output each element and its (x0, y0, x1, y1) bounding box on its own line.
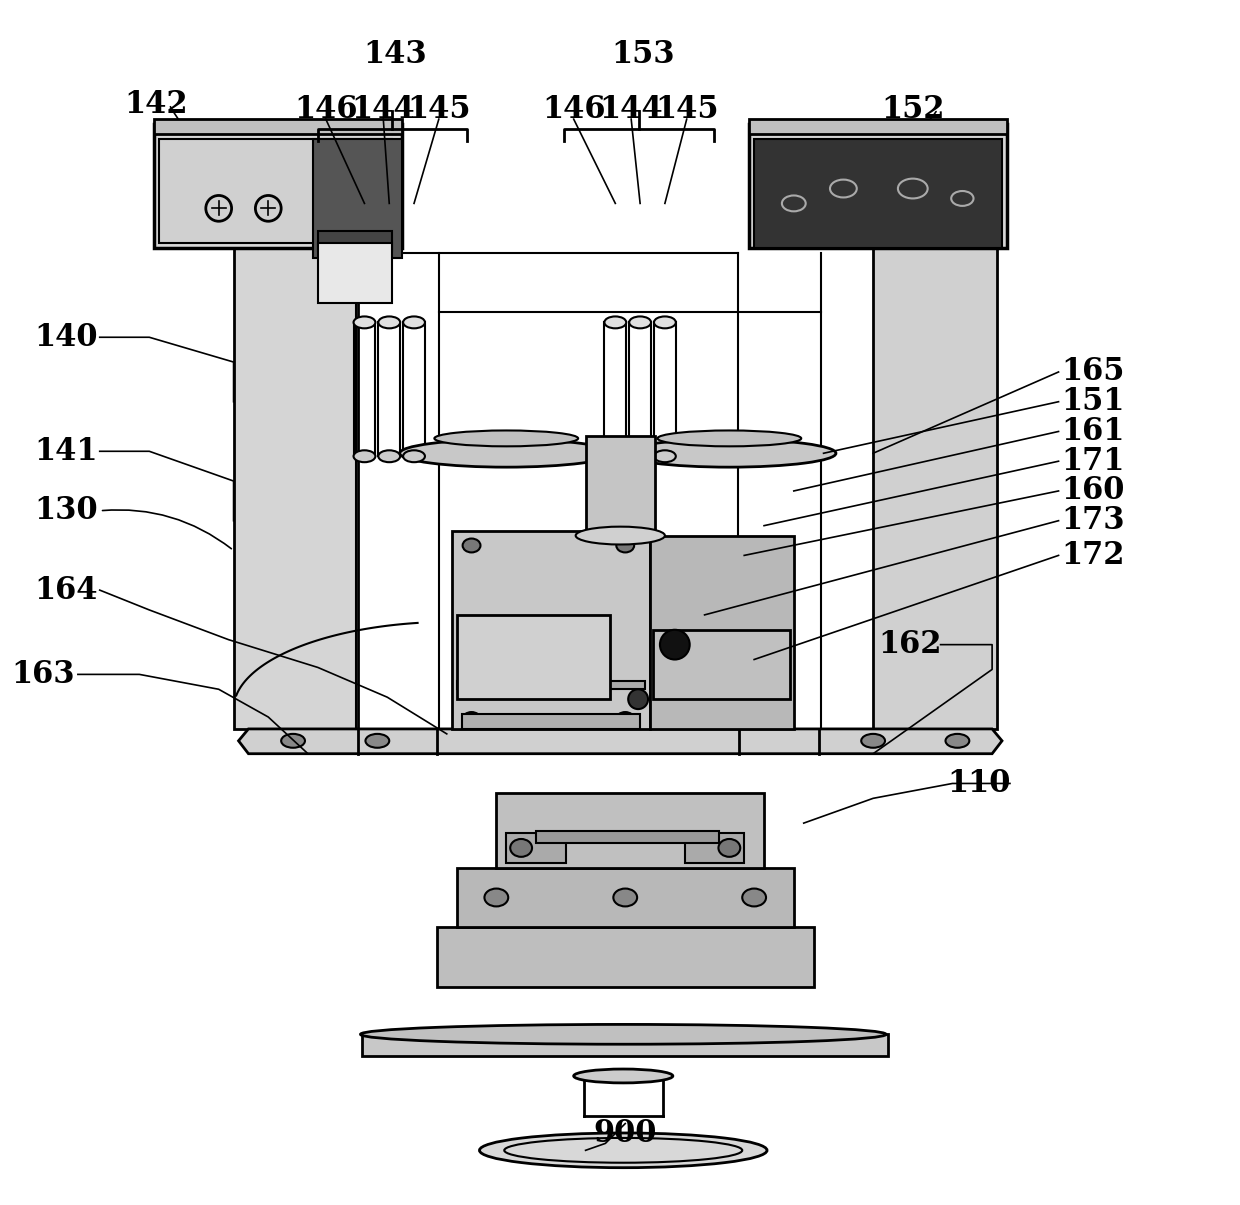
Ellipse shape (403, 451, 425, 463)
Bar (159, 139, 392, 243)
Ellipse shape (353, 451, 376, 463)
Bar (536, 831, 719, 844)
Ellipse shape (463, 712, 480, 725)
Bar (684, 833, 744, 863)
Text: 141: 141 (35, 436, 98, 466)
Ellipse shape (361, 1024, 887, 1045)
Text: 146: 146 (542, 94, 605, 124)
Bar (754, 139, 1002, 248)
Ellipse shape (614, 888, 637, 906)
Bar (456, 868, 794, 927)
Ellipse shape (653, 451, 676, 463)
Bar (317, 231, 392, 251)
Ellipse shape (281, 734, 305, 748)
Ellipse shape (629, 317, 651, 328)
Text: 110: 110 (947, 768, 1011, 799)
Text: 143: 143 (363, 40, 427, 70)
Bar (362, 1034, 888, 1056)
Bar (653, 630, 790, 699)
Bar (154, 124, 402, 248)
Text: 144: 144 (351, 94, 415, 124)
Ellipse shape (743, 888, 766, 906)
Ellipse shape (366, 734, 389, 748)
Bar (317, 243, 392, 302)
Ellipse shape (657, 430, 801, 446)
Ellipse shape (604, 317, 626, 328)
Ellipse shape (399, 440, 613, 468)
Text: 146: 146 (294, 94, 357, 124)
Text: 900: 900 (594, 1118, 657, 1150)
Bar (461, 715, 640, 729)
Bar (506, 833, 565, 863)
Bar (456, 615, 610, 699)
Ellipse shape (616, 539, 634, 552)
Text: 171: 171 (1061, 446, 1125, 477)
Text: 172: 172 (1061, 540, 1125, 571)
Bar (233, 188, 357, 729)
Bar (312, 139, 402, 258)
Ellipse shape (575, 527, 665, 545)
Ellipse shape (629, 451, 651, 463)
Ellipse shape (604, 451, 626, 463)
Polygon shape (238, 729, 1002, 753)
Text: 142: 142 (124, 89, 188, 119)
Text: 173: 173 (1061, 505, 1125, 536)
Bar (154, 119, 402, 134)
Ellipse shape (485, 888, 508, 906)
Text: 130: 130 (35, 495, 98, 527)
Text: 162: 162 (878, 629, 941, 660)
Ellipse shape (653, 317, 676, 328)
Ellipse shape (862, 734, 885, 748)
Ellipse shape (629, 689, 649, 709)
Bar (456, 681, 645, 689)
Ellipse shape (616, 712, 634, 725)
Ellipse shape (480, 1133, 768, 1168)
Bar (451, 530, 650, 729)
Bar (749, 119, 1007, 134)
Text: 160: 160 (1061, 476, 1125, 506)
Ellipse shape (378, 317, 401, 328)
Ellipse shape (403, 317, 425, 328)
Text: 151: 151 (1061, 387, 1125, 417)
Text: 165: 165 (1061, 357, 1125, 388)
Text: 144: 144 (599, 94, 663, 124)
Ellipse shape (463, 539, 480, 552)
Bar (436, 927, 813, 987)
Text: 145: 145 (407, 94, 470, 124)
Ellipse shape (510, 839, 532, 857)
Bar (585, 436, 655, 535)
Text: 152: 152 (882, 94, 945, 124)
Ellipse shape (574, 1069, 673, 1083)
Ellipse shape (434, 430, 578, 446)
Bar (749, 124, 1007, 248)
Text: 164: 164 (35, 575, 98, 606)
Ellipse shape (353, 317, 376, 328)
Ellipse shape (622, 440, 836, 468)
Text: 163: 163 (11, 659, 74, 690)
Bar (873, 188, 997, 729)
Text: 140: 140 (35, 322, 98, 353)
Ellipse shape (718, 839, 740, 857)
Ellipse shape (660, 630, 689, 659)
Ellipse shape (378, 451, 401, 463)
Bar (496, 793, 764, 868)
Ellipse shape (946, 734, 970, 748)
Bar (650, 535, 794, 729)
Text: 153: 153 (611, 40, 675, 70)
Text: 161: 161 (1061, 416, 1125, 447)
Text: 145: 145 (655, 94, 718, 124)
